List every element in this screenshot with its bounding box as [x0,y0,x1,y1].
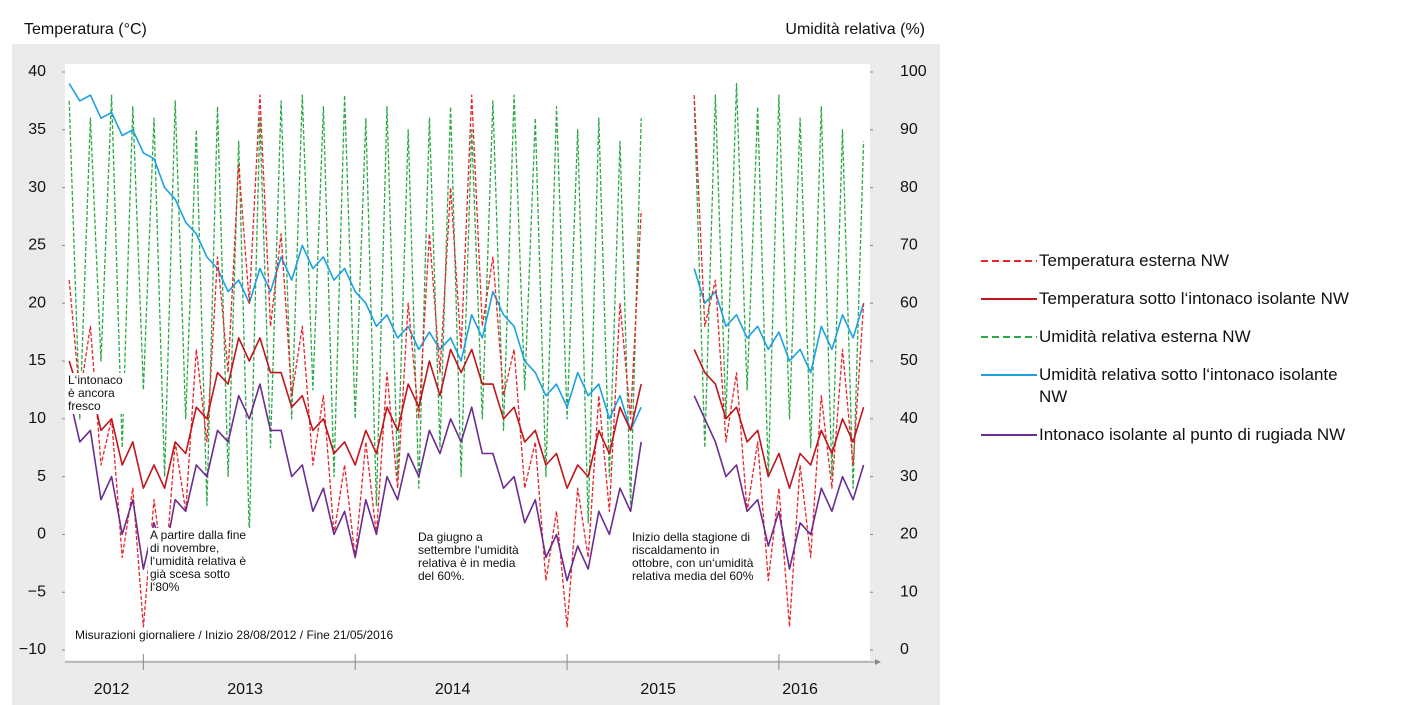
y2-tick-label: 0 [900,641,909,658]
y-tick-label: 0 [37,526,46,543]
y2-tick-label: 30 [900,468,918,485]
annotation: L‘intonaco è ancora fresco [66,373,134,414]
legend-item: Temperatura esterna NW [975,250,1405,272]
legend-item: Umidità relativa sotto l‘intonaco isolan… [975,364,1405,408]
x-tick-label: 2016 [782,681,818,698]
y2-tick-label: 90 [900,121,918,138]
series-line [68,83,865,432]
y2-tick-label: 50 [900,352,918,369]
legend-label: Temperatura sotto l‘intonaco isolante NW [1039,289,1349,308]
legend-swatch [981,298,1037,300]
y-tick-label: 30 [28,179,46,196]
y2-tick-label: 70 [900,237,918,254]
legend-label: Umidità relativa esterna NW [1039,327,1251,346]
annotation: Da giugno a settembre l‘umidità relativa… [416,530,534,584]
y-axis-title: Temperatura (°C) [24,21,147,38]
x-tick-label: 2012 [94,681,130,698]
legend-swatch [981,374,1037,376]
y-tick-label: 15 [28,352,46,369]
series-line [68,337,865,489]
y-tick-label: 40 [28,63,46,80]
y-tick-label: 5 [37,468,46,485]
y2-tick-label: 10 [900,583,918,600]
y2-tick-label: 80 [900,179,918,196]
annotation: A partire dalla fine di novembre, l‘umid… [148,528,260,595]
legend-label: Temperatura esterna NW [1039,251,1229,270]
legend-item: Umidità relativa esterna NW [975,326,1405,348]
y-tick-label: 10 [28,410,46,427]
y-tick-label: 20 [28,294,46,311]
annotation: Inizio della stagione di riscaldamento i… [630,530,756,584]
x-tick-label: 2015 [640,681,676,698]
x-tick-label: 2014 [435,681,471,698]
y2-tick-label: 20 [900,526,918,543]
y-tick-label: −5 [28,583,46,600]
y2-axis-title: Umidità relativa (%) [785,21,925,38]
y2-tick-label: 60 [900,294,918,311]
series-line [68,82,865,536]
legend: Temperatura esterna NW Temperatura sotto … [975,250,1405,462]
legend-swatch [981,434,1037,436]
y2-tick-label: 100 [900,63,927,80]
legend-swatch [981,336,1037,338]
y-tick-label: −10 [19,641,46,658]
y2-tick-label: 40 [900,410,918,427]
legend-item: Intonaco isolante al punto di rugiada NW [975,424,1405,446]
legend-item: Temperatura sotto l‘intonaco isolante NW [975,288,1405,310]
legend-swatch [981,260,1037,262]
x-tick-label: 2013 [227,681,263,698]
note: Misurazioni giornaliere / Inizio 28/08/2… [75,628,394,642]
y-tick-label: 35 [28,121,46,138]
x-axis-arrow [875,659,881,665]
legend-label: Intonaco isolante al punto di rugiada NW [1039,425,1346,444]
legend-label: Umidità relativa sotto l‘intonaco isolan… [1039,365,1338,406]
y-tick-label: 25 [28,237,46,254]
